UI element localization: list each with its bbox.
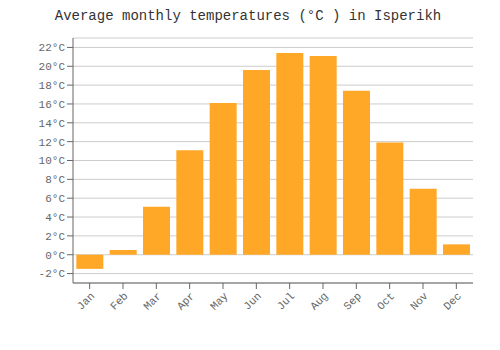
- svg-text:Apr: Apr: [175, 290, 197, 312]
- svg-text:Jul: Jul: [275, 290, 297, 312]
- svg-text:Feb: Feb: [108, 290, 130, 312]
- svg-text:8°C: 8°C: [45, 174, 65, 186]
- svg-text:16°C: 16°C: [39, 99, 66, 111]
- svg-text:Sep: Sep: [341, 290, 363, 312]
- svg-text:12°C: 12°C: [39, 137, 66, 149]
- svg-text:May: May: [208, 290, 231, 313]
- html-text:Average monthly temperatures (: Average monthly temperatures (°C ) in Is…: [54, 8, 442, 24]
- svg-text:Mar: Mar: [141, 290, 163, 312]
- svg-text:22°C: 22°C: [39, 42, 66, 54]
- svg-text:Oct: Oct: [375, 290, 397, 312]
- svg-text:Nov: Nov: [408, 290, 431, 313]
- svg-text:Jan: Jan: [75, 290, 97, 312]
- svg-text:14°C: 14°C: [39, 118, 66, 130]
- svg-text:18°C: 18°C: [39, 80, 66, 92]
- svg-text:0°C: 0°C: [45, 250, 65, 262]
- svg-text:4°C: 4°C: [45, 212, 65, 224]
- svg-text:2°C: 2°C: [45, 231, 65, 243]
- svg-text:6°C: 6°C: [45, 193, 65, 205]
- svg-text:Dec: Dec: [441, 290, 463, 312]
- svg-text:10°C: 10°C: [39, 155, 66, 167]
- svg-text:20°C: 20°C: [39, 61, 66, 73]
- svg-text:Jun: Jun: [241, 290, 263, 312]
- svg-text:Aug: Aug: [308, 290, 330, 312]
- svg-text:-2°C: -2°C: [39, 268, 66, 280]
